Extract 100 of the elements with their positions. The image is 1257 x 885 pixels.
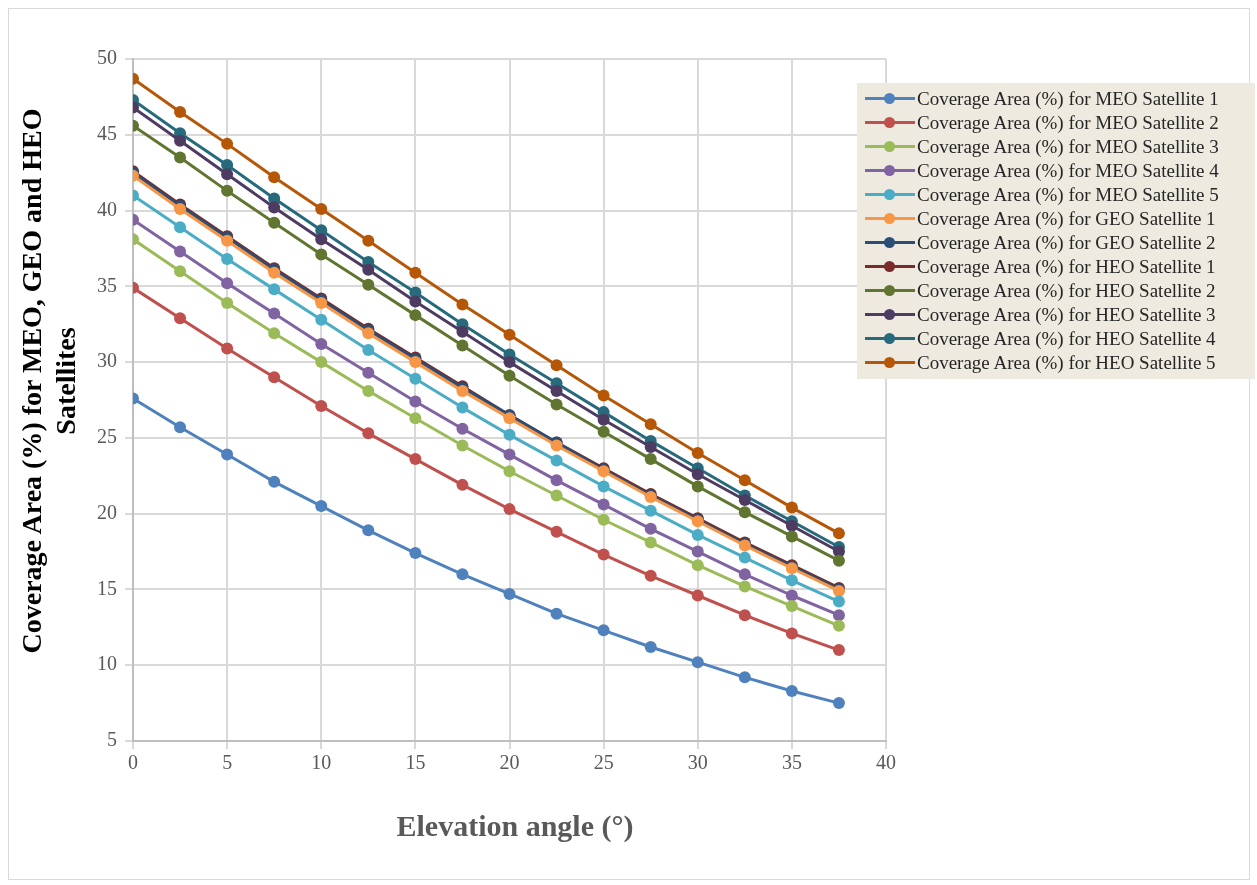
point	[785, 530, 798, 543]
point	[503, 503, 516, 516]
point	[832, 595, 845, 608]
point	[503, 328, 516, 341]
point	[362, 366, 375, 379]
point	[456, 401, 469, 414]
point	[315, 500, 328, 513]
y-tick-label: 5	[107, 728, 117, 751]
point	[362, 524, 375, 537]
point	[456, 568, 469, 581]
x-tick-label: 20	[499, 751, 520, 774]
y-axis-title: Coverage Area (%) for MEO, GEO and HEO Satellites	[15, 107, 82, 656]
point	[268, 201, 281, 214]
point	[174, 265, 187, 278]
point	[315, 356, 328, 369]
point	[503, 465, 516, 478]
legend-label: Coverage Area (%) for MEO Satellite 2	[917, 111, 1220, 135]
point	[503, 448, 516, 461]
y-tick-label: 20	[97, 500, 117, 523]
point	[221, 448, 234, 461]
x-axis-title: Elevation angle (°)	[395, 809, 635, 843]
y-tick-label: 10	[97, 652, 117, 675]
point	[174, 106, 187, 119]
point	[409, 412, 422, 425]
legend-label: Coverage Area (%) for MEO Satellite 5	[917, 183, 1220, 207]
point	[221, 253, 234, 266]
legend-label: Coverage Area (%) for HEO Satellite 2	[917, 279, 1217, 303]
point	[738, 609, 751, 622]
point	[315, 203, 328, 216]
point	[785, 684, 798, 697]
point	[409, 372, 422, 385]
point	[409, 453, 422, 466]
point	[738, 671, 751, 684]
point	[597, 413, 610, 426]
legend-label: Coverage Area (%) for GEO Satellite 1	[917, 207, 1217, 231]
point	[268, 371, 281, 384]
point	[785, 574, 798, 587]
point	[503, 356, 516, 369]
point	[456, 298, 469, 311]
point	[456, 339, 469, 352]
point	[268, 307, 281, 320]
point	[456, 422, 469, 435]
point	[268, 171, 281, 184]
x-tick-label: 25	[593, 751, 614, 774]
point	[456, 439, 469, 452]
point	[315, 337, 328, 350]
point	[221, 137, 234, 150]
point	[174, 312, 187, 325]
point	[691, 656, 704, 669]
y-tick-label: 50	[97, 46, 117, 69]
point	[362, 427, 375, 440]
point	[362, 263, 375, 276]
point	[315, 313, 328, 326]
point	[409, 309, 422, 322]
point	[174, 134, 187, 147]
point	[409, 547, 422, 560]
point	[832, 619, 845, 632]
point	[644, 440, 657, 453]
point	[644, 504, 657, 517]
point	[597, 513, 610, 526]
point	[315, 233, 328, 246]
point	[221, 184, 234, 197]
point	[550, 454, 563, 467]
point	[550, 525, 563, 538]
point	[644, 453, 657, 466]
point	[597, 389, 610, 402]
point	[738, 580, 751, 593]
y-tick-label: 30	[97, 349, 117, 372]
point	[691, 545, 704, 558]
point	[785, 519, 798, 532]
point	[832, 609, 845, 622]
point	[503, 587, 516, 600]
point	[550, 474, 563, 487]
point	[597, 498, 610, 511]
point	[268, 475, 281, 488]
point	[268, 327, 281, 340]
x-tick-label: 35	[781, 751, 802, 774]
point	[832, 554, 845, 567]
point	[832, 644, 845, 657]
point	[550, 398, 563, 411]
y-tick-label: 40	[97, 197, 117, 220]
point	[362, 384, 375, 397]
y-tick-label: 25	[97, 425, 117, 448]
point	[362, 343, 375, 356]
point	[315, 297, 328, 309]
point	[221, 277, 234, 290]
point	[315, 248, 328, 261]
point	[174, 221, 187, 234]
legend-label: Coverage Area (%) for MEO Satellite 3	[917, 135, 1220, 159]
x-tick-label: 0	[128, 751, 138, 774]
y-tick-label: 45	[97, 122, 117, 145]
point	[738, 568, 751, 581]
point	[691, 480, 704, 493]
point	[644, 418, 657, 431]
legend-label: Coverage Area (%) for HEO Satellite 1	[917, 255, 1217, 279]
point	[456, 478, 469, 491]
point	[550, 489, 563, 502]
point	[691, 447, 704, 460]
point	[409, 295, 422, 308]
point	[409, 395, 422, 408]
